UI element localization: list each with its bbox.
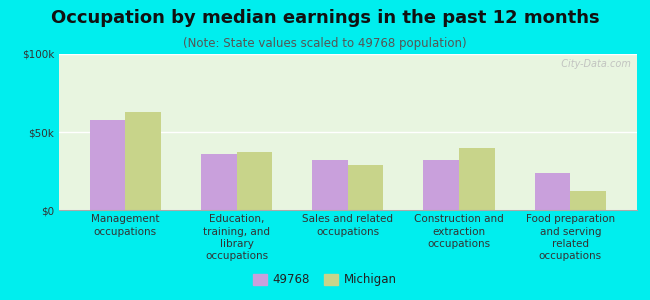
Bar bbox=[459, 148, 495, 210]
Text: Occupation by median earnings in the past 12 months: Occupation by median earnings in the pas… bbox=[51, 9, 599, 27]
Text: City-Data.com: City-Data.com bbox=[555, 59, 631, 69]
Bar bbox=[570, 191, 606, 210]
Legend: 49768, Michigan: 49768, Michigan bbox=[248, 269, 402, 291]
Bar bbox=[90, 119, 125, 210]
Bar bbox=[312, 160, 348, 210]
Bar bbox=[535, 172, 570, 210]
Bar bbox=[125, 112, 161, 210]
Bar bbox=[237, 152, 272, 210]
Bar bbox=[423, 160, 459, 210]
Bar bbox=[201, 154, 237, 210]
Text: (Note: State values scaled to 49768 population): (Note: State values scaled to 49768 popu… bbox=[183, 38, 467, 50]
Bar bbox=[348, 165, 383, 210]
